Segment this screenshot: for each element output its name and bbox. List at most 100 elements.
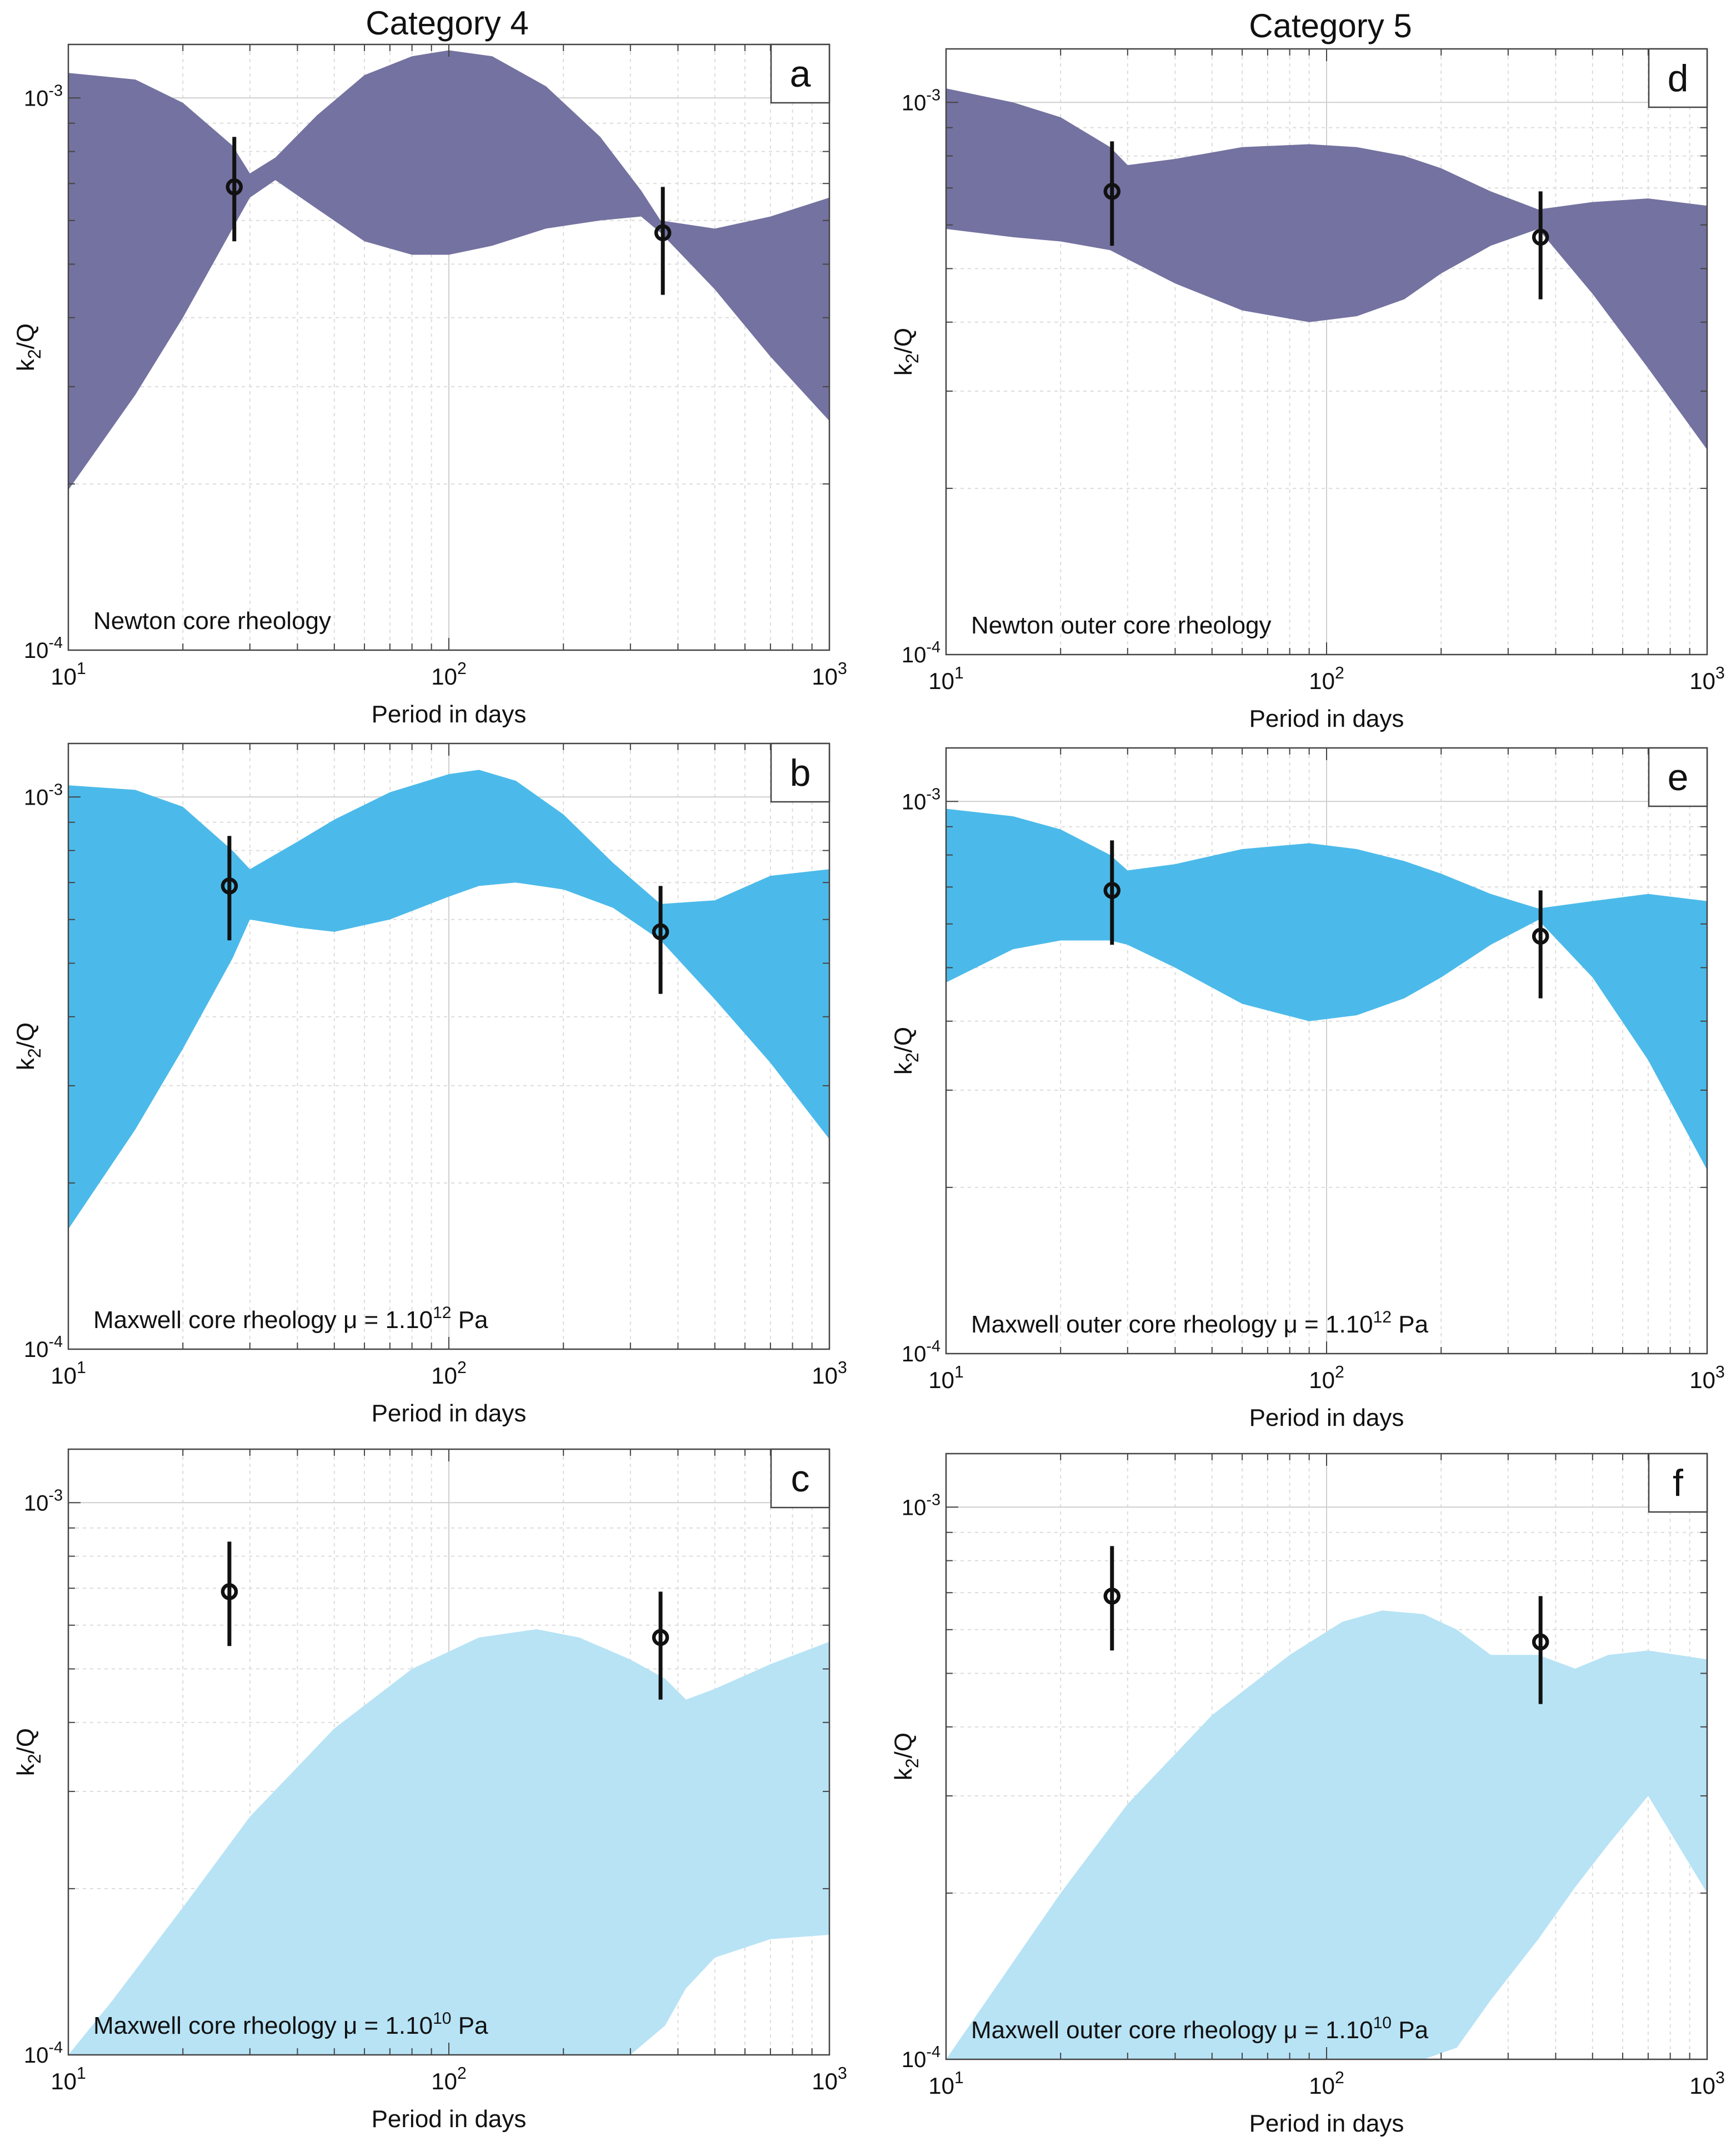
data-point-1 — [221, 1541, 238, 1646]
point-marker — [1103, 882, 1121, 899]
x-tick-label: 102 — [431, 2064, 467, 2094]
x-axis-label: Period in days — [372, 701, 527, 728]
x-tick-label: 102 — [1309, 664, 1344, 694]
k2q-range-band — [68, 50, 829, 490]
annotation-text: Maxwell core rheology μ = 1.10 — [93, 2012, 433, 2039]
annotation-exponent: 12 — [1373, 1308, 1392, 1326]
panel-letter-box — [1648, 1453, 1708, 1513]
annotation-exponent: 10 — [433, 2009, 451, 2028]
x-tick-label: 101 — [51, 660, 86, 690]
panel-letter-box — [1648, 747, 1708, 807]
y-tick-label: 10-3 — [24, 781, 63, 810]
x-tick-label: 101 — [51, 2064, 86, 2094]
x-tick-label: 102 — [1309, 1363, 1344, 1393]
y-tick-label: 10-3 — [902, 785, 940, 814]
y-tick-label: 10-4 — [24, 634, 63, 663]
y-axis-label: k2/Q — [12, 1728, 44, 1776]
k2q-range-band — [946, 809, 1707, 1170]
x-axis-label: Period in days — [372, 2105, 527, 2133]
point-marker — [1532, 927, 1549, 945]
y-axis-label: k2/Q — [890, 1027, 922, 1075]
data-point-2 — [652, 1591, 669, 1700]
y-tick-label: 10-4 — [24, 1333, 63, 1362]
rheology-annotation: Maxwell core rheology μ = 1.1012 Pa — [93, 1304, 488, 1334]
y-tick-label: 10-4 — [902, 2043, 940, 2072]
data-point-1 — [221, 836, 238, 941]
annotation-unit: Pa — [451, 2012, 488, 2039]
point-marker — [1103, 183, 1121, 200]
panel-letter: c — [791, 1458, 810, 1500]
y-tick-label: 10-3 — [902, 1491, 940, 1520]
y-axis-label: k2/Q — [890, 328, 922, 376]
annotation-text: Maxwell outer core rheology μ = 1.10 — [971, 2017, 1373, 2044]
k2q-range-band — [946, 88, 1707, 450]
annotation-unit: Pa — [1392, 1311, 1429, 1338]
annotation-text: Newton outer core rheology — [971, 612, 1272, 639]
point-marker — [221, 877, 238, 895]
annotation-exponent: 12 — [433, 1304, 451, 1322]
data-point-2 — [652, 886, 669, 994]
y-tick-label: 10-3 — [24, 82, 63, 111]
x-tick-label: 103 — [812, 1359, 847, 1389]
column-title-category-5: Category 5 — [1249, 7, 1412, 44]
rheology-annotation: Newton outer core rheology — [971, 612, 1272, 639]
point-marker — [1532, 228, 1549, 246]
panel-letter-box — [770, 1448, 831, 1509]
x-tick-label: 102 — [1309, 2069, 1344, 2099]
x-tick-label: 101 — [928, 1363, 964, 1393]
data-point-1 — [1103, 141, 1121, 246]
annotation-text: Maxwell core rheology μ = 1.10 — [93, 1306, 433, 1334]
ticks — [945, 49, 1707, 655]
k2q-range-band — [68, 1629, 829, 2055]
y-tick-label: 10-4 — [902, 1337, 940, 1366]
panel-letter-box — [770, 742, 831, 803]
column-title-category-4: Category 4 — [366, 4, 529, 42]
y-tick-label: 10-4 — [902, 638, 940, 667]
point-marker — [652, 1629, 669, 1646]
data-point-1 — [1103, 840, 1121, 945]
panel-d: 101 102 103 10-3 10-4 Period in days k2/Q Newto… — [890, 48, 1725, 732]
x-tick-label: 102 — [431, 660, 467, 690]
panel-e: 101 102 103 10-3 10-4 Period in days k2/Q Maxwe… — [890, 747, 1725, 1431]
panel-c: 101 102 103 10-3 10-4 Period in days k2/Q Maxwe… — [12, 1448, 847, 2133]
annotation-exponent: 10 — [1373, 2014, 1392, 2032]
panel-b: 101 102 103 10-3 10-4 Period in days k2/Q Maxwe… — [12, 742, 847, 1427]
point-marker — [654, 224, 672, 242]
annotation-unit: Pa — [451, 1306, 488, 1334]
point-marker — [221, 1583, 238, 1600]
x-tick-label: 103 — [812, 2064, 847, 2094]
data-point-1 — [226, 137, 243, 242]
x-axis-label: Period in days — [1249, 1404, 1404, 1431]
rheology-annotation: Maxwell core rheology μ = 1.1010 Pa — [93, 2009, 488, 2039]
panel-letter-box — [770, 43, 831, 104]
x-axis-label: Period in days — [1249, 2110, 1404, 2137]
x-tick-label: 103 — [1689, 1363, 1725, 1393]
y-tick-label: 10-3 — [902, 86, 940, 115]
point-marker — [226, 178, 243, 196]
x-tick-label: 102 — [431, 1359, 467, 1389]
panels: 101 102 103 10-3 10-4 Period in days k2/Q Newto… — [12, 43, 1725, 2137]
data-point-2 — [654, 187, 672, 295]
panel-letter: b — [790, 752, 811, 794]
data-point-2 — [1532, 890, 1549, 999]
panel-a: 101 102 103 10-3 10-4 Period in days k2/Q Newto… — [12, 43, 847, 728]
x-axis-label: Period in days — [372, 1400, 527, 1427]
annotation-unit: Pa — [1392, 2017, 1429, 2044]
rheology-annotation: Newton core rheology — [93, 607, 331, 635]
y-axis-label: k2/Q — [12, 323, 44, 371]
point-marker — [1103, 1588, 1121, 1605]
point-marker — [1532, 1633, 1549, 1651]
panel-letter: f — [1673, 1462, 1683, 1504]
x-tick-label: 103 — [812, 660, 847, 690]
y-tick-label: 10-4 — [24, 2039, 63, 2068]
rheology-annotation: Maxwell outer core rheology μ = 1.1012 P… — [971, 1308, 1429, 1338]
point-marker — [652, 923, 669, 941]
x-axis-label: Period in days — [1249, 705, 1404, 732]
data-point-2 — [1532, 191, 1549, 300]
x-tick-label: 101 — [928, 664, 964, 694]
y-tick-label: 10-3 — [24, 1486, 63, 1515]
data-point-1 — [1103, 1546, 1121, 1651]
panel-letter: a — [790, 53, 811, 95]
x-tick-label: 103 — [1689, 2069, 1725, 2099]
